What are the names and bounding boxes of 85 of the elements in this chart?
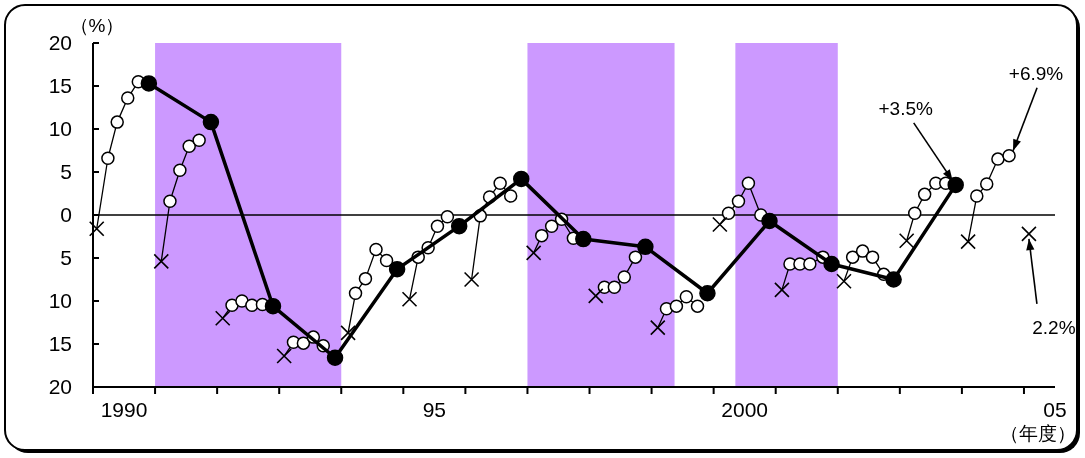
point (898, 233, 915, 249)
point (947, 176, 964, 194)
y-tick-label: 15 (48, 74, 72, 97)
point (379, 253, 394, 268)
point (637, 238, 654, 256)
point (669, 299, 684, 313)
point (192, 133, 206, 147)
point (649, 319, 666, 336)
point (493, 176, 507, 190)
point (855, 244, 870, 258)
point (587, 288, 604, 304)
x-tick-label: 1990 (100, 398, 148, 421)
point (214, 310, 231, 326)
annotation: +6.9% (1008, 62, 1064, 84)
y-tick-label: 10 (48, 117, 72, 140)
point (690, 299, 705, 313)
point (110, 115, 124, 129)
point (731, 194, 746, 208)
point (296, 336, 311, 350)
point (679, 289, 694, 304)
point (121, 91, 135, 105)
point (173, 163, 187, 178)
point (960, 233, 976, 250)
y-axis-title: （%） (69, 15, 125, 36)
x-tick-label: 95 (422, 398, 447, 421)
point (534, 228, 549, 243)
point (463, 271, 480, 288)
point (340, 325, 356, 341)
point (525, 245, 542, 261)
point (836, 273, 852, 290)
point (774, 282, 790, 298)
point (917, 187, 932, 202)
point (1021, 226, 1037, 242)
point (823, 255, 840, 273)
point (101, 151, 115, 165)
x-tick-label: 05 (1043, 398, 1067, 421)
point (202, 113, 220, 131)
point (885, 271, 902, 288)
point (450, 217, 468, 235)
point (88, 220, 105, 237)
y-tick-label: 0 (60, 203, 72, 226)
point (264, 297, 282, 315)
point (513, 170, 530, 188)
point (163, 194, 177, 208)
point (348, 286, 363, 301)
point (326, 349, 344, 367)
point (907, 206, 922, 221)
point (617, 270, 632, 284)
x-axis-title: （年度） (1000, 423, 1076, 444)
y-tick-label: 15 (48, 332, 72, 355)
point (845, 250, 860, 264)
x-tick-label: 2000 (721, 398, 769, 421)
point (970, 189, 984, 203)
point (712, 216, 728, 233)
point (503, 189, 518, 203)
point (979, 177, 994, 191)
point (628, 250, 643, 264)
point (401, 291, 418, 308)
point (276, 348, 292, 364)
point (761, 212, 778, 230)
point (741, 176, 756, 190)
point (803, 257, 817, 271)
point (430, 219, 445, 233)
point (1002, 148, 1016, 163)
point (388, 260, 406, 278)
y-tick-label: 20 (48, 31, 72, 54)
point (721, 206, 736, 221)
point (699, 285, 716, 302)
point (369, 242, 383, 257)
y-tick-label: 5 (60, 246, 72, 269)
point (153, 253, 170, 270)
point (140, 75, 158, 92)
point (182, 139, 196, 153)
point (440, 209, 455, 224)
point (575, 230, 592, 248)
y-tick-label: 5 (60, 160, 72, 183)
y-tick-label: 10 (48, 289, 72, 312)
annotation: 2.2% (1032, 316, 1076, 338)
point (544, 219, 559, 233)
point (358, 271, 373, 286)
point (607, 280, 622, 294)
point (865, 250, 880, 264)
y-tick-label: 20 (48, 375, 72, 398)
annotation: +3.5% (878, 97, 933, 119)
point (991, 152, 1005, 166)
